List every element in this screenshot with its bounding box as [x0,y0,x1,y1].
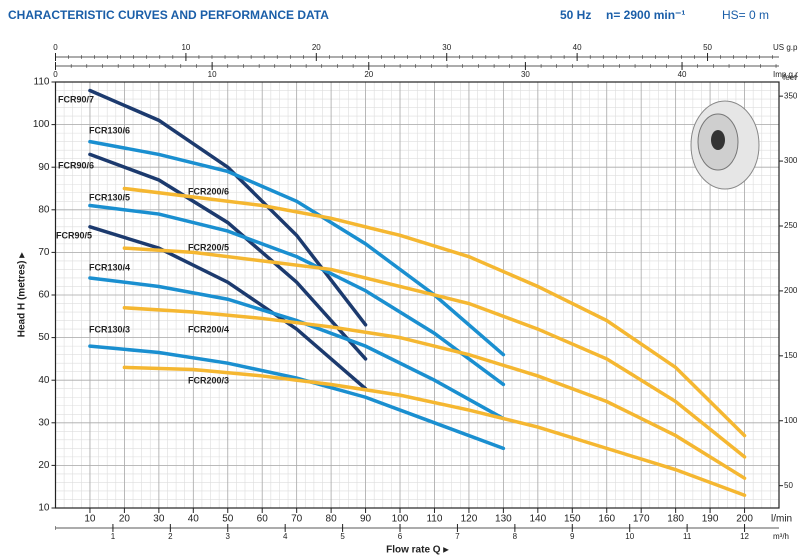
secondary-tick-label: 40 [573,43,582,52]
secondary-tick-label: 11 [683,532,692,541]
secondary-tick-label: 40 [678,70,687,79]
secondary-tick-label: 12 [740,532,749,541]
curve-label: FCR200/6 [188,186,229,196]
x-tick-label: 50 [222,514,234,525]
x-tick-label: 200 [736,514,753,525]
curve-label: FCR200/5 [188,242,229,252]
impeller-icon [691,101,759,189]
secondary-tick-label: 8 [513,532,518,541]
y2-tick-label: 150 [784,351,798,360]
secondary-tick-label: 0 [53,70,58,79]
x-tick-label: 100 [392,514,409,525]
y-tick-label: 30 [38,417,50,428]
y2-tick-label: 250 [784,221,798,230]
secondary-axis-unit: US g.p.m. [773,43,798,52]
y-tick-label: 70 [38,247,50,258]
y-tick-label: 100 [33,119,50,130]
secondary-tick-label: 50 [703,43,712,52]
x-tick-label: 150 [564,514,581,525]
chart: CHARACTERISTIC CURVES AND PERFORMANCE DA… [0,0,798,560]
secondary-tick-label: 7 [455,532,460,541]
frequency: 50 Hz [560,8,591,22]
y-axis-title: Head H (metres) ▸ [17,252,28,337]
x-tick-label: 10 [84,514,96,525]
secondary-tick-label: 5 [340,532,345,541]
secondary-tick-label: 0 [53,43,58,52]
y-tick-label: 80 [38,204,50,215]
curve-label: FCR90/5 [56,230,92,240]
speed: n= 2900 min⁻¹ [606,8,685,22]
y-tick-label: 40 [38,375,50,386]
x-axis-title: Flow rate Q ▸ [386,545,449,556]
y2-tick-label: 50 [784,481,793,490]
x-tick-label: 120 [461,514,478,525]
curve-label: FCR130/5 [89,192,130,202]
secondary-tick-label: 30 [521,70,530,79]
y-tick-label: 110 [34,77,50,88]
curve-label: FCR90/7 [58,94,94,104]
suction-head: HS= 0 m [722,8,769,22]
secondary-tick-label: 4 [283,532,288,541]
y-tick-label: 50 [38,332,50,343]
chart-title: CHARACTERISTIC CURVES AND PERFORMANCE DA… [8,8,329,22]
x-tick-label: 20 [119,514,131,525]
curve-label: FCR200/4 [188,324,229,334]
y-tick-label: 90 [38,162,50,173]
curve-label: FCR90/6 [58,160,94,170]
x-unit: l/min [771,514,792,525]
y2-tick-label: 100 [784,416,798,425]
x-tick-label: 140 [529,514,546,525]
y-tick-label: 20 [38,460,50,471]
y-tick-label: 60 [38,290,50,301]
secondary-tick-label: 3 [226,532,231,541]
secondary-axis-unit: m³/h [773,532,789,541]
x-tick-label: 180 [667,514,684,525]
x-tick-label: 170 [633,514,650,525]
secondary-tick-label: 1 [111,532,116,541]
secondary-tick-label: 10 [181,43,190,52]
x-tick-label: 70 [291,514,303,525]
x-tick-label: 60 [257,514,269,525]
y-tick-label: 10 [38,503,50,514]
x-tick-label: 190 [702,514,719,525]
y2-tick-label: 300 [784,156,798,165]
curve-label: FCR200/3 [188,375,229,385]
secondary-tick-label: 20 [364,70,373,79]
x-tick-label: 160 [598,514,615,525]
secondary-tick-label: 6 [398,532,403,541]
curve-label: FCR130/3 [89,324,130,334]
x-tick-label: 40 [188,514,200,525]
x-tick-label: 130 [495,514,512,525]
secondary-tick-label: 30 [442,43,451,52]
x-tick-label: 30 [153,514,165,525]
secondary-tick-label: 2 [168,532,173,541]
y2-tick-label: 200 [784,286,798,295]
secondary-tick-label: 9 [570,532,575,541]
x-tick-label: 80 [326,514,338,525]
secondary-axis-unit: Imp g.p.m. [773,70,798,79]
secondary-tick-label: 10 [625,532,634,541]
y2-tick-label: 350 [784,91,798,100]
curve-label: FCR130/4 [89,262,130,272]
secondary-tick-label: 20 [312,43,321,52]
x-tick-label: 90 [360,514,372,525]
curve-label: FCR130/6 [89,125,130,135]
secondary-tick-label: 10 [208,70,217,79]
x-tick-label: 110 [426,514,442,525]
